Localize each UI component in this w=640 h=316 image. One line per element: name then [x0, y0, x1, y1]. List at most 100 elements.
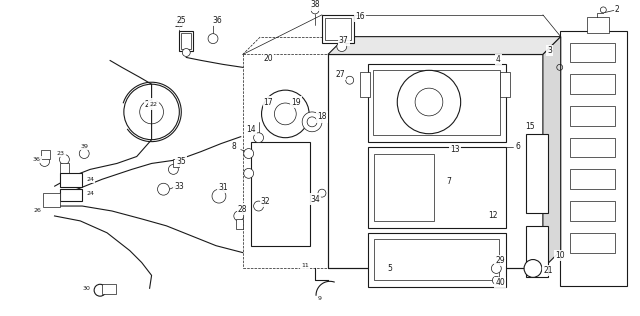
Text: 34: 34: [310, 195, 320, 204]
Bar: [236, 219, 243, 229]
Circle shape: [234, 211, 244, 221]
Text: 26: 26: [34, 209, 42, 214]
Circle shape: [253, 201, 264, 211]
Text: 31: 31: [218, 183, 228, 192]
Bar: [179, 31, 193, 51]
Circle shape: [346, 76, 354, 84]
Text: 33: 33: [175, 182, 184, 191]
Circle shape: [311, 6, 319, 14]
Text: 32: 32: [260, 197, 270, 206]
Circle shape: [244, 168, 253, 178]
Bar: [570, 233, 615, 252]
Circle shape: [140, 100, 163, 124]
Text: 19: 19: [291, 98, 301, 106]
Bar: [60, 163, 69, 175]
Bar: [367, 64, 506, 142]
Text: 14: 14: [246, 125, 255, 134]
Text: 20: 20: [264, 54, 273, 63]
Text: 6: 6: [516, 142, 520, 151]
Bar: [374, 239, 499, 280]
Circle shape: [182, 49, 190, 57]
Text: 25: 25: [175, 20, 184, 29]
Circle shape: [262, 90, 309, 138]
Text: 22: 22: [145, 100, 154, 108]
Text: 38: 38: [310, 0, 320, 9]
Bar: [41, 149, 49, 160]
Polygon shape: [328, 54, 543, 269]
Bar: [102, 284, 116, 294]
Bar: [325, 18, 351, 40]
Text: 9: 9: [318, 296, 322, 301]
Polygon shape: [328, 37, 561, 54]
Bar: [526, 134, 548, 213]
Bar: [374, 70, 500, 135]
Bar: [173, 160, 179, 167]
Text: 16: 16: [355, 12, 364, 21]
Text: 3: 3: [547, 46, 552, 55]
Text: 27: 27: [335, 70, 344, 79]
Bar: [526, 226, 548, 277]
Text: 7: 7: [446, 177, 451, 186]
Text: 18: 18: [317, 112, 327, 121]
Bar: [570, 138, 615, 157]
Circle shape: [79, 149, 89, 159]
Text: 2: 2: [615, 5, 620, 15]
Text: 36: 36: [33, 157, 40, 162]
Circle shape: [524, 259, 542, 277]
Circle shape: [307, 117, 317, 127]
Bar: [60, 189, 83, 201]
Text: 24: 24: [86, 177, 94, 182]
Text: 40: 40: [495, 278, 505, 287]
Bar: [500, 72, 510, 97]
Bar: [570, 74, 615, 94]
Text: 35: 35: [177, 157, 186, 166]
Bar: [570, 169, 615, 189]
Bar: [360, 72, 369, 97]
Circle shape: [302, 112, 322, 132]
Circle shape: [492, 264, 501, 273]
Bar: [570, 43, 615, 62]
Circle shape: [600, 7, 606, 13]
Circle shape: [244, 149, 253, 159]
Circle shape: [157, 183, 170, 195]
Polygon shape: [543, 37, 561, 269]
Circle shape: [94, 284, 106, 296]
Text: 11: 11: [301, 263, 309, 268]
Text: 36: 36: [212, 16, 222, 25]
Bar: [374, 154, 434, 221]
Text: 13: 13: [450, 145, 460, 154]
Bar: [570, 106, 615, 126]
Text: 4: 4: [496, 55, 500, 64]
Text: 30: 30: [83, 286, 90, 291]
Bar: [588, 17, 609, 33]
Circle shape: [124, 84, 179, 140]
Circle shape: [397, 70, 461, 134]
Bar: [560, 31, 627, 286]
Text: 29: 29: [495, 256, 505, 265]
Bar: [251, 142, 310, 246]
Text: 28: 28: [238, 204, 248, 214]
Text: 15: 15: [525, 122, 535, 131]
Bar: [367, 147, 506, 228]
Bar: [322, 15, 354, 43]
Circle shape: [253, 133, 264, 143]
Circle shape: [208, 34, 218, 44]
Text: 37: 37: [339, 36, 349, 45]
Circle shape: [60, 155, 69, 164]
Text: 12: 12: [488, 211, 498, 221]
Text: 22: 22: [150, 101, 157, 106]
Text: 39: 39: [80, 144, 88, 149]
Text: 21: 21: [543, 266, 552, 275]
Text: 10: 10: [555, 251, 564, 260]
Circle shape: [275, 103, 296, 125]
Bar: [570, 201, 615, 221]
Text: 24: 24: [86, 191, 94, 196]
Circle shape: [40, 156, 49, 167]
Text: 8: 8: [232, 142, 236, 151]
Bar: [181, 33, 191, 49]
Circle shape: [318, 189, 326, 197]
Circle shape: [415, 88, 443, 116]
Text: 23: 23: [56, 151, 65, 156]
Text: 25: 25: [177, 16, 186, 25]
Bar: [367, 233, 506, 287]
